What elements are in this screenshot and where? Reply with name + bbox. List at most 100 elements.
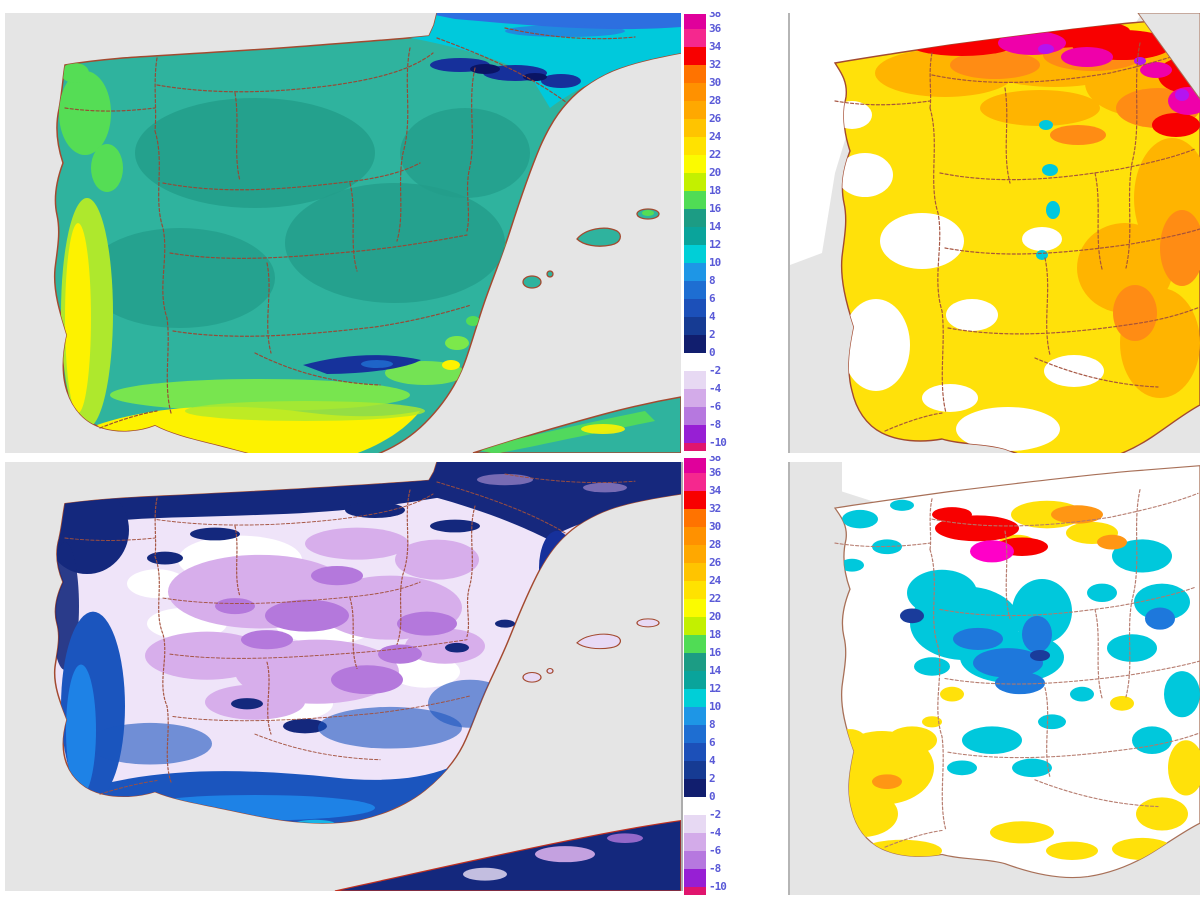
legend-cell: [684, 743, 706, 761]
legend-cell: [684, 299, 706, 317]
map-panel-top-right: [788, 13, 1200, 453]
map-panel-bottom-right: [788, 462, 1200, 895]
legend-cell: [684, 779, 706, 797]
legend-cell: [684, 29, 706, 47]
legend-tick-label: 20: [709, 165, 721, 179]
legend-tick-label: 30: [709, 75, 721, 89]
legend-tick-label: 0: [709, 789, 716, 803]
legend-tick-label: 36: [709, 465, 721, 479]
legend-cell: [684, 707, 706, 725]
legend-cell: [684, 851, 706, 869]
legend-cell: [684, 887, 706, 895]
legend-tick-label: -10: [709, 435, 727, 449]
legend-cell: [684, 65, 706, 83]
legend-cell: [684, 725, 706, 743]
map-top-left: [53, 13, 681, 453]
legend-tick-label: 36: [709, 21, 721, 35]
north-africa-coast: [334, 819, 681, 891]
legend-cell: [684, 137, 706, 155]
legend-tick-label: -10: [709, 879, 727, 893]
legend-cell: [684, 317, 706, 335]
balearic-islands: [522, 208, 660, 289]
legend-tick-labels: 38 36 34 32 30 28 26 24 22 20 18 16 14 12 10 8 6 4 2 0 -2 -4-…: [709, 456, 734, 900]
legend-cell: [684, 263, 706, 281]
legend-tick-label: 6: [709, 291, 716, 305]
legend-tick-label: 28: [709, 537, 721, 551]
legend-tick-label: -6: [709, 399, 721, 413]
balearic-islands: [522, 618, 660, 683]
legend-cell: [684, 173, 706, 191]
legend-color-bar: [684, 458, 706, 895]
legend-tick-label: 12: [709, 237, 721, 251]
legend-cell: [684, 281, 706, 299]
legend-tick-label: 2: [709, 327, 716, 341]
legend-tick-label: 8: [709, 717, 716, 731]
map-panel-top-left: [5, 13, 681, 453]
legend-cell: [684, 371, 706, 389]
legend-tick-label: 26: [709, 555, 721, 569]
legend-tick-label: 24: [709, 129, 721, 143]
menorca-detail: [642, 210, 654, 216]
legend-tick-label: 14: [709, 663, 721, 677]
legend-cell: [684, 761, 706, 779]
legend-tick-label: 4: [709, 753, 716, 767]
legend-tick-label: -2: [709, 807, 721, 821]
legend-tick-label: 16: [709, 645, 721, 659]
gray-sea-corner: [1137, 13, 1200, 100]
legend-cell: [684, 617, 706, 635]
legend-cell: [684, 635, 706, 653]
legend-cell: [684, 353, 706, 371]
legend-cell: [684, 869, 706, 887]
legend-tick-label: 34: [709, 483, 721, 497]
legend-cell: [684, 815, 706, 833]
map-top-right: [790, 13, 1200, 453]
legend-tick-label: 28: [709, 93, 721, 107]
legend-tick-label: -6: [709, 843, 721, 857]
legend-cell: [684, 545, 706, 563]
legend-tick-label: -4: [709, 825, 721, 839]
legend-cell: [684, 599, 706, 617]
legend-cell: [684, 209, 706, 227]
legend-tick-label: 0: [709, 345, 716, 359]
legend-cell: [684, 671, 706, 689]
legend-cell: [684, 227, 706, 245]
legend-cell: [684, 425, 706, 443]
map-panel-bottom-left: [5, 462, 683, 891]
legend-cell: [684, 389, 706, 407]
legend-cell: [684, 191, 706, 209]
legend-tick-label: -2: [709, 363, 721, 377]
temperature-field-blobs: [835, 21, 1200, 451]
legend-cell: [684, 797, 706, 815]
legend-cell: [684, 509, 706, 527]
legend-tick-label: 24: [709, 573, 721, 587]
legend-cell: [684, 527, 706, 545]
legend-tick-label: 34: [709, 39, 721, 53]
legend-tick-label: 6: [709, 735, 716, 749]
temperature-field-blobs: [59, 13, 681, 453]
map-bottom-right: [834, 462, 1200, 879]
legend-tick-label: 22: [709, 591, 721, 605]
legend-tick-label: 32: [709, 57, 721, 71]
legend-cell: [684, 245, 706, 263]
anomaly-field-blobs: [835, 499, 1200, 862]
legend-color-bar: [684, 14, 706, 451]
legend-tick-label: 20: [709, 609, 721, 623]
legend-cell: [684, 407, 706, 425]
temperature-legend-top: 38 36 34 32 30 28 26 24 22 20 18 16 14 12 10 8 6 4 2 0 -2 -4-…: [684, 12, 734, 455]
legend-tick-labels: 38 36 34 32 30 28 26 24 22 20 18 16 14 12 10 8 6 4 2 0 -2 -4-…: [709, 12, 734, 455]
legend-cell: [684, 473, 706, 491]
legend-cell: [684, 833, 706, 851]
legend-cell: [684, 83, 706, 101]
legend-cell: [684, 491, 706, 509]
legend-tick-label: 32: [709, 501, 721, 515]
legend-tick-label: 30: [709, 519, 721, 533]
legend-tick-label: 10: [709, 255, 721, 269]
legend-tick-label: -8: [709, 417, 721, 431]
legend-cell: [684, 581, 706, 599]
legend-cell: [684, 689, 706, 707]
legend-tick-label: 4: [709, 309, 716, 323]
temperature-legend-bottom: 38 36 34 32 30 28 26 24 22 20 18 16 14 12 10 8 6 4 2 0 -2 -4-…: [684, 456, 734, 900]
legend-tick-label: -4: [709, 381, 721, 395]
legend-tick-label: 38: [709, 12, 721, 20]
